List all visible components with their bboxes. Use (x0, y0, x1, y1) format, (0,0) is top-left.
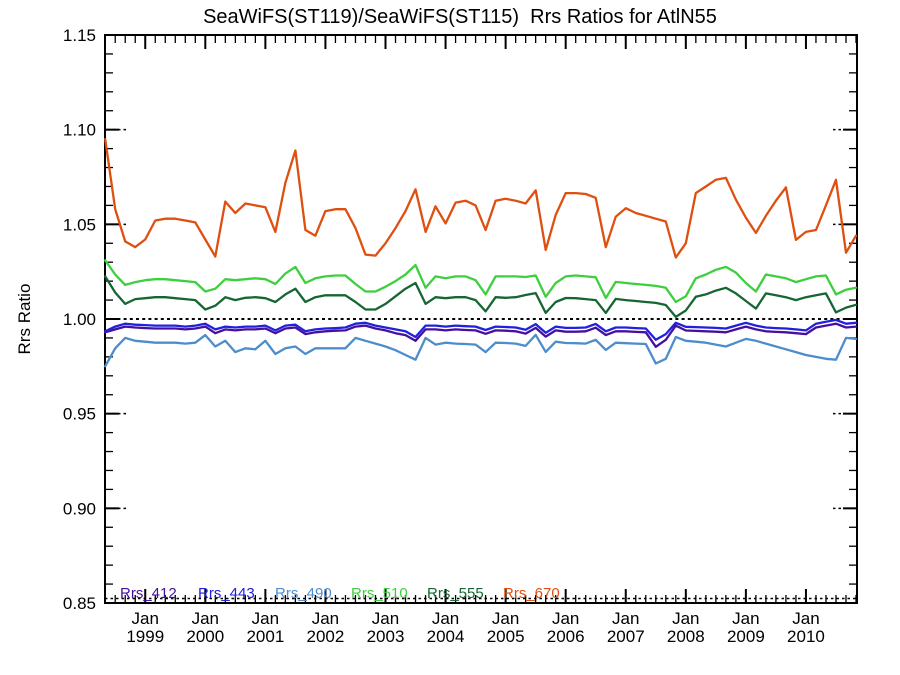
series-line-Rrs_490 (104, 333, 858, 368)
svg-text:Jan: Jan (492, 609, 519, 628)
series-line-Rrs_443 (104, 318, 858, 341)
svg-text:2007: 2007 (607, 627, 645, 646)
svg-text:Jan: Jan (672, 609, 699, 628)
svg-text:2002: 2002 (307, 627, 345, 646)
svg-text:Jan: Jan (192, 609, 219, 628)
svg-text:2001: 2001 (246, 627, 284, 646)
svg-text:2004: 2004 (427, 627, 465, 646)
svg-text:2008: 2008 (667, 627, 705, 646)
svg-text:Jan: Jan (132, 609, 159, 628)
svg-text:Jan: Jan (792, 609, 819, 628)
axes (104, 34, 858, 604)
svg-text:Jan: Jan (732, 609, 759, 628)
svg-text:2010: 2010 (787, 627, 825, 646)
series-line-Rrs_510 (104, 259, 858, 304)
legend-item-rrs670: Rrs_670 (503, 585, 560, 602)
svg-text:0.90: 0.90 (63, 499, 96, 518)
axis-tick-labels: 0.850.900.951.001.051.101.15Jan1999Jan20… (63, 26, 825, 646)
svg-text:Jan: Jan (432, 609, 459, 628)
svg-text:2006: 2006 (547, 627, 585, 646)
series-line-Rrs_412 (104, 322, 858, 348)
svg-text:2003: 2003 (367, 627, 405, 646)
legend-item-rrs555: Rrs_555 (427, 585, 484, 602)
legend-item-rrs490: Rrs_490 (275, 585, 332, 602)
svg-text:Jan: Jan (312, 609, 339, 628)
svg-text:Jan: Jan (612, 609, 639, 628)
svg-text:1.00: 1.00 (63, 310, 96, 329)
svg-text:1.10: 1.10 (63, 121, 96, 140)
svg-text:1.15: 1.15 (63, 26, 96, 45)
legend-item-rrs510: Rrs_510 (351, 585, 408, 602)
svg-text:0.95: 0.95 (63, 405, 96, 424)
legend-item-rrs412: Rrs_412 (120, 585, 177, 602)
svg-text:Jan: Jan (252, 609, 279, 628)
legend-item-rrs443: Rrs_443 (198, 585, 255, 602)
svg-text:2009: 2009 (727, 627, 765, 646)
svg-text:1999: 1999 (126, 627, 164, 646)
svg-text:2005: 2005 (487, 627, 525, 646)
data-series (104, 137, 858, 368)
y-axis-title: Rrs Ratio (15, 283, 34, 355)
svg-text:1.05: 1.05 (63, 215, 96, 234)
svg-text:2000: 2000 (186, 627, 224, 646)
series-line-Rrs_555 (104, 275, 858, 319)
series-line-Rrs_670 (104, 137, 858, 259)
svg-text:Jan: Jan (372, 609, 399, 628)
chart-title: SeaWiFS(ST119)/SeaWiFS(ST115) Rrs Ratios… (203, 6, 717, 28)
svg-text:0.85: 0.85 (63, 594, 96, 613)
svg-text:Jan: Jan (552, 609, 579, 628)
grid-lines (105, 128, 857, 600)
